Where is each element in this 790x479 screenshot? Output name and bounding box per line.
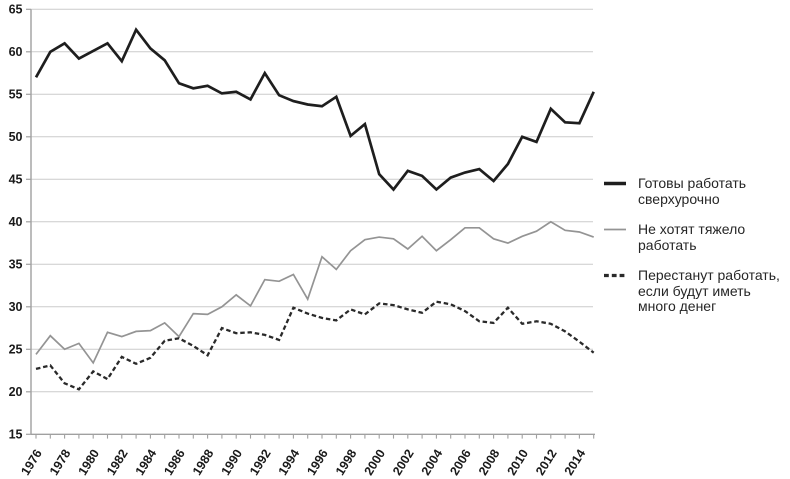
x-tick-label-1982: 1982 bbox=[104, 447, 131, 478]
legend-item-stop-working-if-rich: Перестанут работать, если будут иметь мн… bbox=[603, 267, 789, 315]
x-tick-label-1984: 1984 bbox=[133, 447, 160, 478]
x-tick-label-1998: 1998 bbox=[333, 447, 360, 478]
series-line-dont-want-hard-work bbox=[35, 220, 594, 365]
series-line-stop-working-if-rich bbox=[35, 300, 595, 391]
x-tick-label-2010: 2010 bbox=[505, 447, 532, 478]
series-line-overtime bbox=[34, 27, 595, 192]
x-tick-label-1988: 1988 bbox=[190, 447, 217, 478]
legend-label-overtime: Готовы работать сверхурочно bbox=[638, 175, 747, 207]
legend: Готовы работать сверхурочно Не хотят тяж… bbox=[603, 175, 789, 330]
y-tick-label: 45 bbox=[9, 173, 23, 187]
legend-label-dont-want-hard-work: Не хотят тяжело работать bbox=[638, 221, 746, 253]
y-tick-label: 60 bbox=[9, 45, 23, 59]
x-tick-label-1976: 1976 bbox=[18, 447, 45, 478]
legend-item-dont-want-hard-work: Не хотят тяжело работать bbox=[603, 221, 789, 253]
x-tick-label-2008: 2008 bbox=[476, 447, 503, 478]
x-tick-label-2012: 2012 bbox=[533, 447, 560, 478]
x-tick-label-1996: 1996 bbox=[304, 447, 331, 478]
x-tick-label-1994: 1994 bbox=[276, 447, 303, 478]
x-tick-label-2002: 2002 bbox=[390, 447, 417, 478]
y-tick-label: 15 bbox=[9, 428, 23, 442]
legend-label-stop-working-if-rich: Перестанут работать, если будут иметь мн… bbox=[638, 267, 780, 314]
y-tick-label: 30 bbox=[9, 300, 23, 314]
y-tick-label: 25 bbox=[9, 343, 23, 357]
y-tick-label: 40 bbox=[9, 215, 23, 229]
x-tick-label-2000: 2000 bbox=[362, 447, 389, 478]
legend-solid-thick-line-icon bbox=[604, 181, 626, 186]
legend-solid-thin-line-icon bbox=[604, 228, 626, 231]
x-tick-label-2006: 2006 bbox=[447, 447, 474, 478]
x-tick-label-1978: 1978 bbox=[47, 447, 74, 478]
x-tick-label-2014: 2014 bbox=[562, 447, 589, 478]
x-tick-label-1986: 1986 bbox=[161, 447, 188, 478]
x-tick-label-1992: 1992 bbox=[247, 447, 274, 478]
x-tick-label-1990: 1990 bbox=[219, 447, 246, 478]
y-tick-label: 35 bbox=[9, 258, 23, 272]
y-tick-label: 55 bbox=[9, 88, 23, 102]
y-tick-label: 20 bbox=[9, 385, 23, 399]
x-tick-label-1980: 1980 bbox=[76, 447, 103, 478]
x-tick-label-2004: 2004 bbox=[419, 447, 446, 478]
y-tick-label: 50 bbox=[9, 130, 23, 144]
y-tick-label: 65 bbox=[9, 3, 23, 17]
legend-dashed-line-icon bbox=[604, 273, 626, 278]
legend-item-overtime: Готовы работать сверхурочно bbox=[603, 175, 789, 207]
